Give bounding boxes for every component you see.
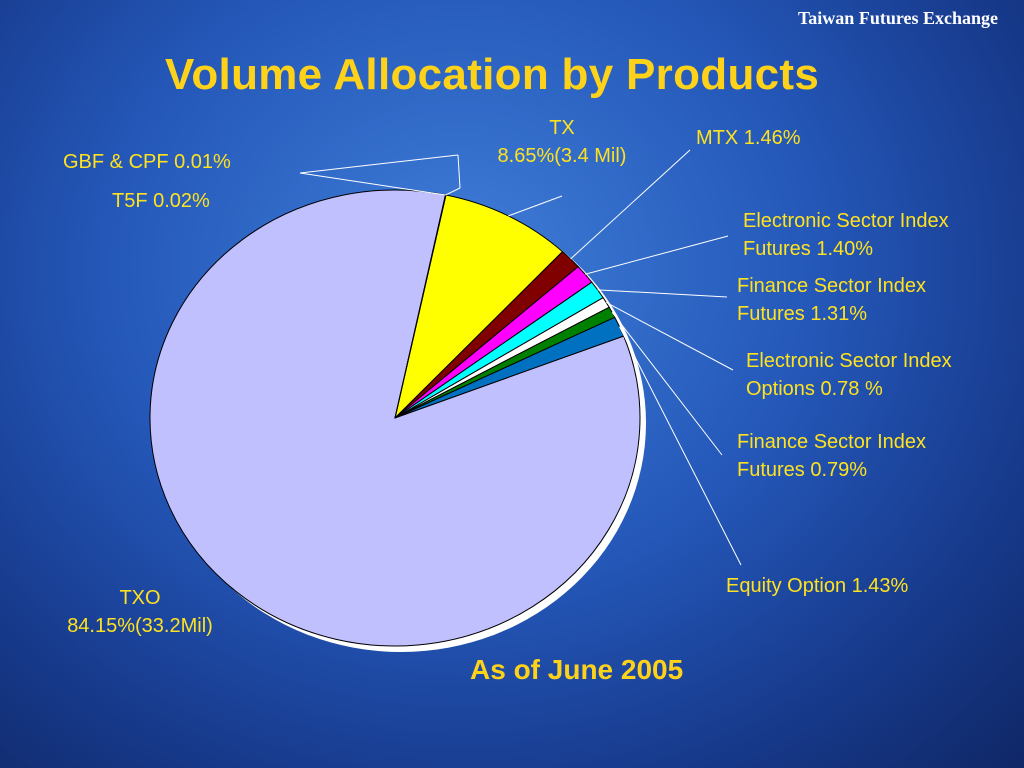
label-tx-name: TX xyxy=(549,117,575,139)
label-equity-option: Equity Option 1.43% xyxy=(726,572,908,600)
label-finance-futures-131: Finance Sector Index Futures 1.31% xyxy=(737,272,926,328)
label-finance-futures-131-line1: Finance Sector Index xyxy=(737,275,926,297)
label-electronic-futures: Electronic Sector Index Futures 1.40% xyxy=(743,207,949,263)
label-t5f: T5F 0.02% xyxy=(112,187,210,215)
label-txo-value: 84.15%(33.2Mil) xyxy=(67,615,213,637)
label-txo-name: TXO xyxy=(119,587,161,609)
label-finance-futures-079-line2: Futures 0.79% xyxy=(737,459,868,481)
leader-line-6 xyxy=(619,326,742,566)
label-finance-futures-079-line1: Finance Sector Index xyxy=(737,431,926,453)
leader-line-9 xyxy=(299,172,446,196)
label-finance-futures-079: Finance Sector Index Futures 0.79% xyxy=(737,428,926,484)
pie-slice-7 xyxy=(149,189,641,647)
chart-title: Volume Allocation by Products xyxy=(165,50,820,99)
leader-lines xyxy=(299,149,742,566)
leader-line-8 xyxy=(445,187,461,196)
label-txo: TXO 84.15%(33.2Mil) xyxy=(30,584,250,640)
label-tx: TX 8.65%(3.4 Mil) xyxy=(462,114,662,170)
as-of-date: As of June 2005 xyxy=(470,654,684,685)
leader-line-0 xyxy=(508,195,563,217)
leader-line-3 xyxy=(597,289,728,298)
label-mtx-text: MTX 1.46% xyxy=(696,127,801,149)
label-finance-futures-131-line2: Futures 1.31% xyxy=(737,303,868,325)
label-t5f-text: T5F 0.02% xyxy=(112,190,210,212)
label-electronic-options: Electronic Sector Index Options 0.78 % xyxy=(746,347,952,403)
leader-line-4 xyxy=(605,302,734,371)
brand-name: Taiwan Futures Exchange xyxy=(797,8,998,28)
label-mtx: MTX 1.46% xyxy=(696,124,800,152)
leader-line-bracket xyxy=(299,154,459,174)
label-electronic-options-line1: Electronic Sector Index xyxy=(746,350,952,372)
leader-line-1 xyxy=(570,149,691,260)
pie-slices xyxy=(149,189,641,647)
pie-slice-0 xyxy=(394,194,564,420)
leader-line-2 xyxy=(585,235,729,275)
label-electronic-futures-line2: Futures 1.40% xyxy=(743,238,874,260)
label-electronic-options-line2: Options 0.78 % xyxy=(746,378,883,400)
leader-line-5 xyxy=(611,312,723,456)
label-electronic-futures-line1: Electronic Sector Index xyxy=(743,210,949,232)
leader-line-bracket-drop xyxy=(457,154,461,189)
label-equity-option-text: Equity Option 1.43% xyxy=(726,575,909,597)
label-gbf-cpf-text: GBF & CPF 0.01% xyxy=(63,151,231,173)
label-gbf-cpf: GBF & CPF 0.01% xyxy=(63,148,231,176)
label-tx-value: 8.65%(3.4 Mil) xyxy=(497,145,627,167)
